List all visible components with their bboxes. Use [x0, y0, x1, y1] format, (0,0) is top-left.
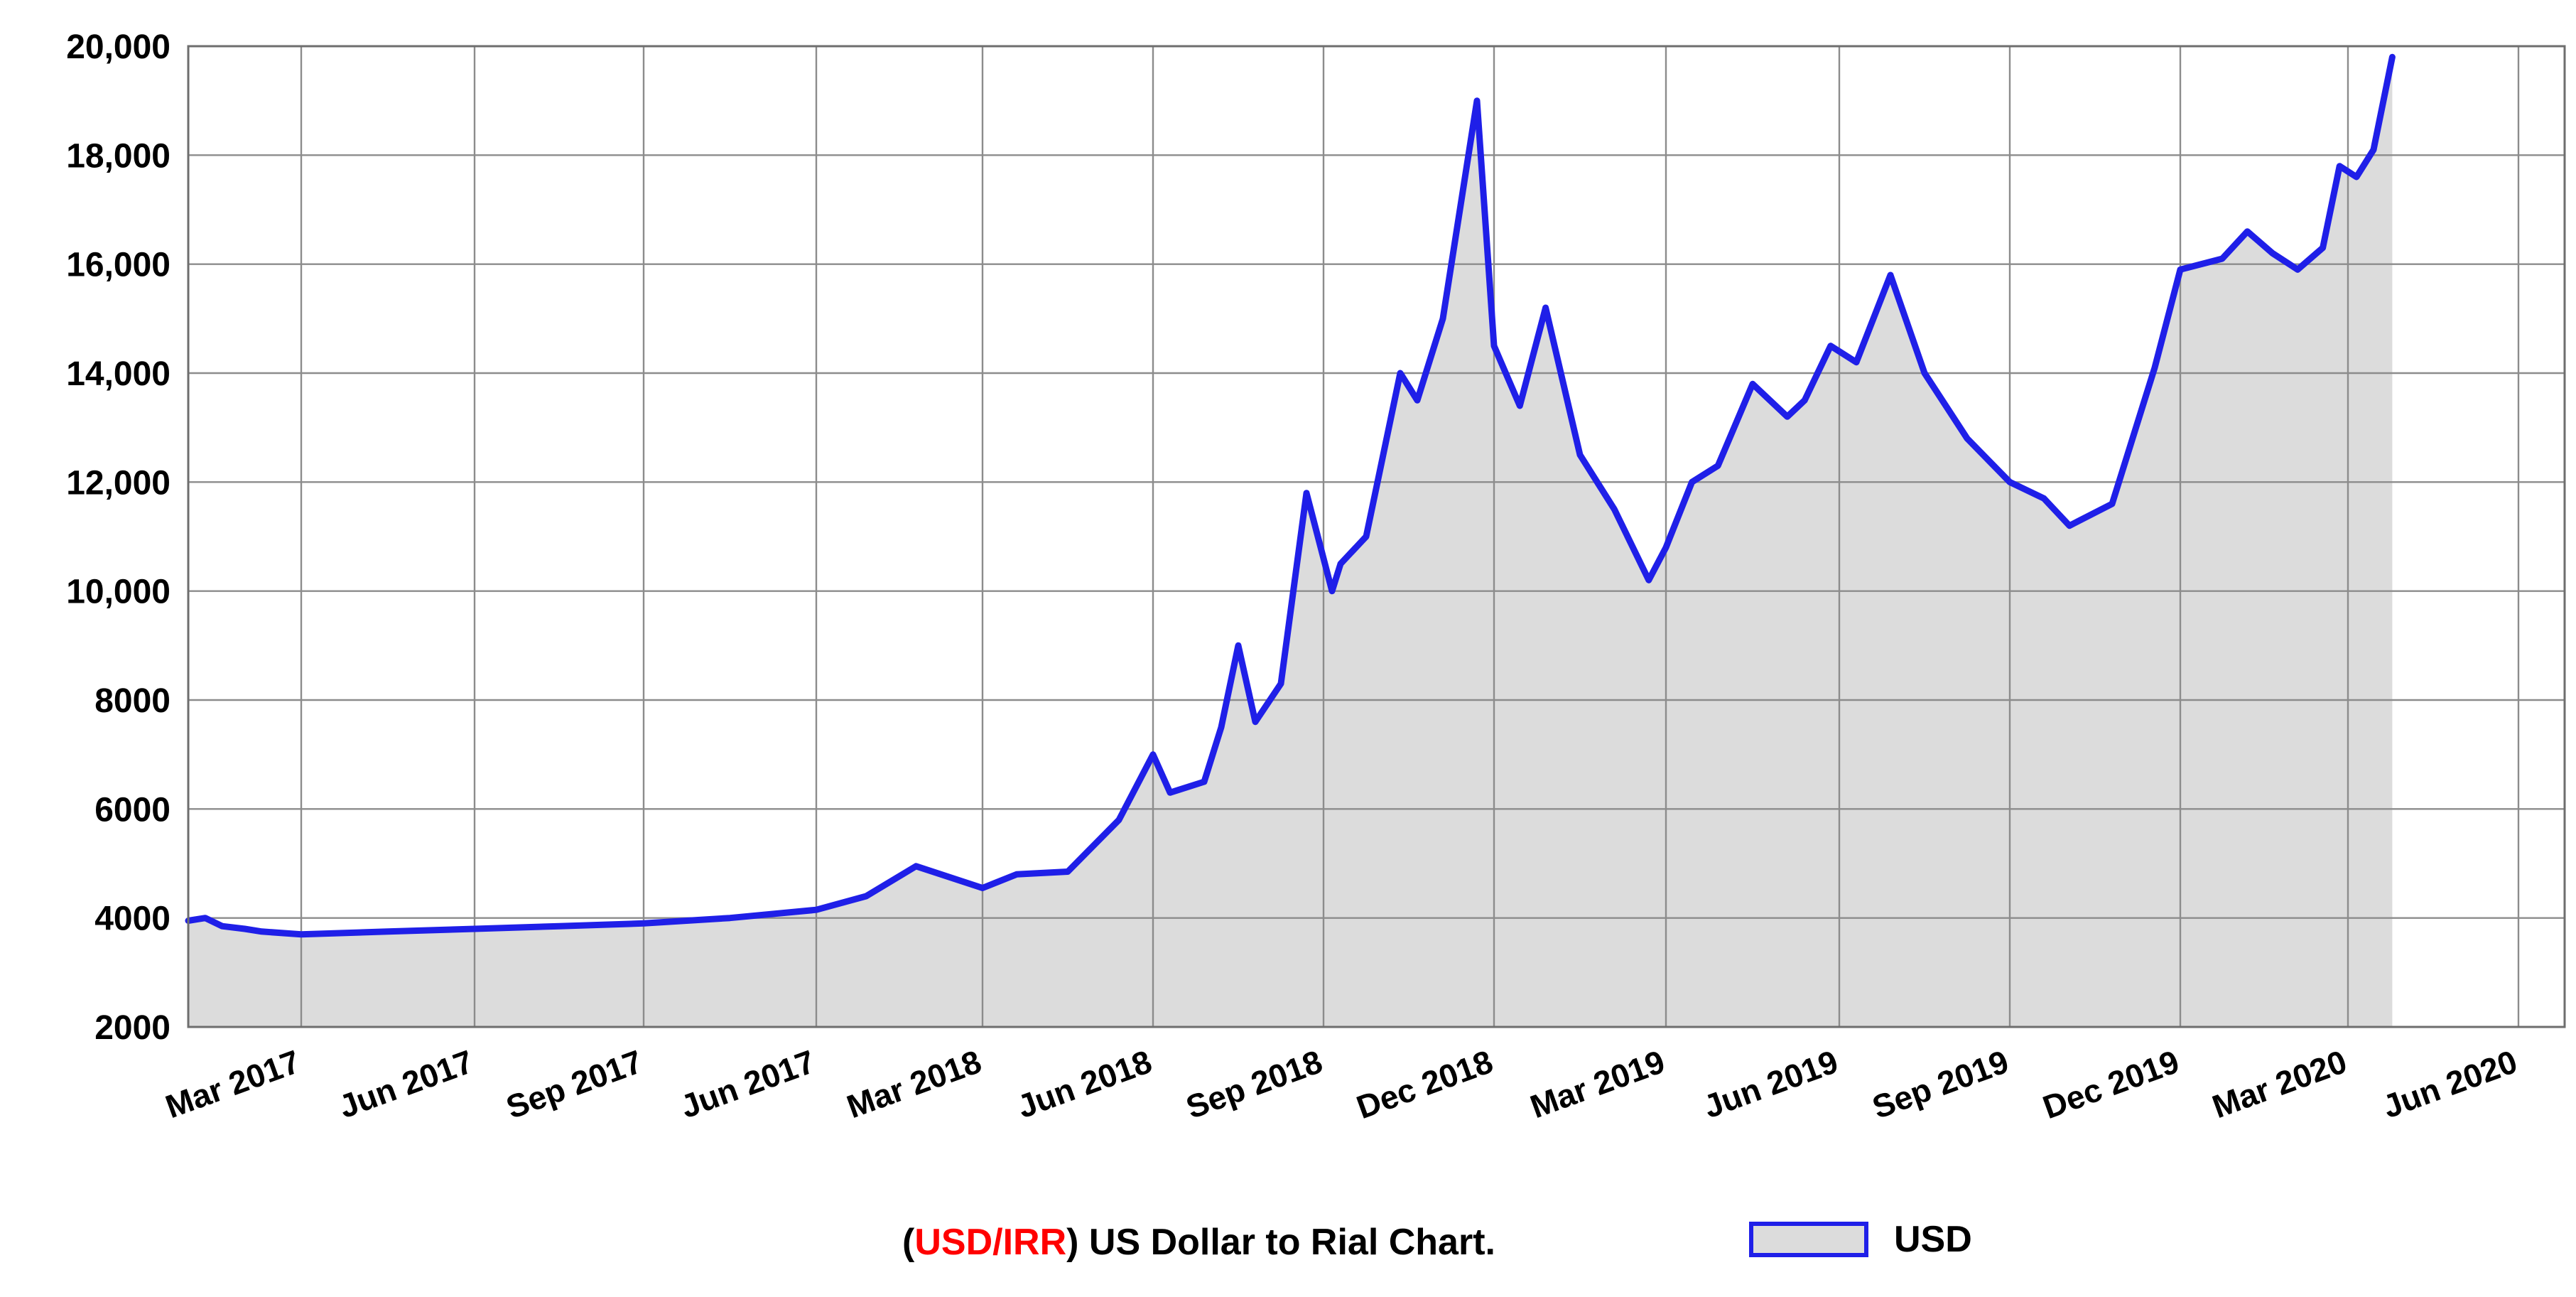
- x-tick-label: Sep 2018: [1181, 1043, 1327, 1126]
- x-tick-label: Jun 2017: [676, 1043, 820, 1125]
- chart-caption: (USD/IRR) US Dollar to Rial Chart.: [902, 1221, 1495, 1264]
- x-tick-label: Dec 2019: [2038, 1043, 2184, 1126]
- caption-open-paren: (: [902, 1222, 915, 1263]
- y-tick-label: 2000: [94, 1009, 171, 1047]
- caption-text: ) US Dollar to Rial Chart.: [1066, 1222, 1495, 1263]
- x-tick-label: Jun 2020: [2378, 1043, 2522, 1125]
- legend: USD: [1749, 1218, 1972, 1261]
- y-tick-label: 20,000: [66, 28, 171, 66]
- caption-pair: USD/IRR: [914, 1222, 1067, 1263]
- legend-swatch: [1749, 1222, 1868, 1257]
- x-tick-label: Jun 2019: [1699, 1043, 1843, 1125]
- series-area-usd: [188, 57, 2393, 1027]
- x-tick-label: Mar 2019: [1525, 1043, 1669, 1125]
- x-tick-label: Sep 2019: [1868, 1043, 2013, 1126]
- y-tick-label: 4000: [94, 900, 171, 938]
- y-tick-label: 18,000: [66, 137, 171, 175]
- x-tick-label: Jun 2018: [1012, 1043, 1157, 1125]
- x-tick-label: Dec 2018: [1352, 1043, 1498, 1126]
- y-tick-label: 6000: [94, 791, 171, 829]
- legend-label: USD: [1894, 1219, 1972, 1260]
- chart: 20,000 18,000 16,000 14,000 12,000 10,000 8000…: [66, 28, 2566, 1126]
- x-tick-label: Mar 2020: [2207, 1043, 2352, 1125]
- x-tick-label: Mar 2017: [161, 1043, 305, 1125]
- y-tick-label: 8000: [94, 682, 171, 720]
- series-line-usd: [185, 53, 2396, 938]
- plot-frame: [187, 45, 2566, 1028]
- x-tick-label: Sep 2017: [502, 1043, 647, 1126]
- y-tick-label: 16,000: [66, 247, 171, 284]
- x-tick-label: Mar 2018: [842, 1043, 986, 1125]
- x-tick-label: Jun 2017: [334, 1043, 478, 1125]
- y-tick-label: 12,000: [66, 464, 171, 502]
- y-tick-label: 10,000: [66, 574, 171, 611]
- y-tick-label: 14,000: [66, 355, 171, 393]
